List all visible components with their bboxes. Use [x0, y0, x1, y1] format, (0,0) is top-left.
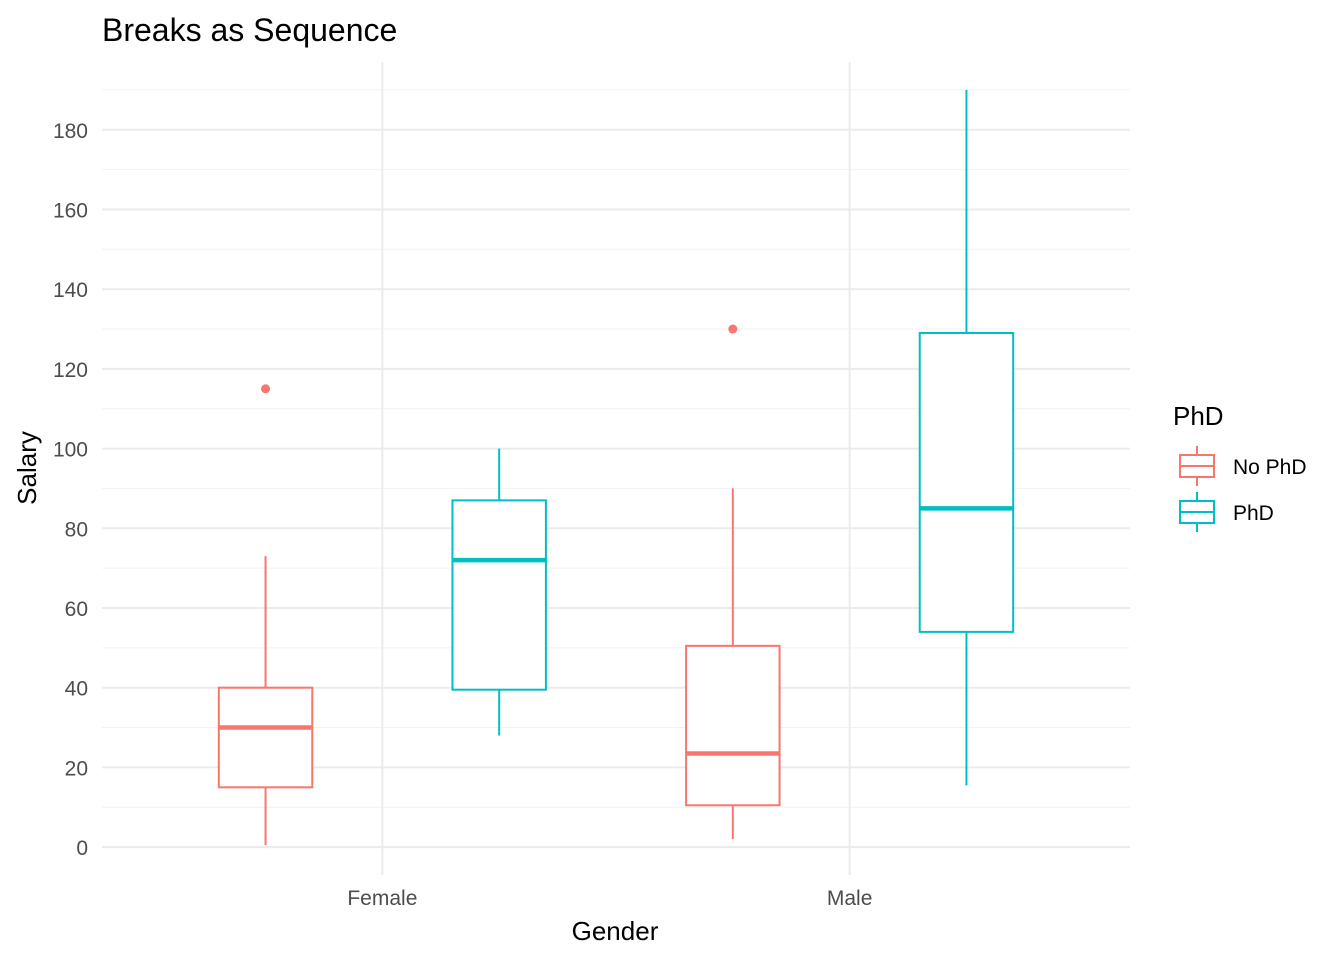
y-tick-label: 180: [53, 120, 88, 143]
y-tick-label: 80: [65, 518, 88, 541]
x-tick-label: Male: [827, 887, 873, 910]
box-no-phd-female: [217, 384, 314, 846]
x-axis-title: Gender: [572, 916, 659, 946]
y-tick-label: 40: [65, 678, 88, 701]
box-iqr: [217, 686, 314, 789]
legend: PhD No PhD PhD: [1173, 401, 1307, 532]
box-phd-male: [918, 89, 1015, 786]
y-tick-label: 0: [76, 837, 88, 860]
outlier-point: [728, 324, 738, 334]
legend-label: PhD: [1233, 502, 1274, 525]
box-iqr: [451, 499, 547, 691]
box-iqr: [918, 332, 1015, 633]
y-axis-title: Salary: [12, 431, 42, 505]
y-tick-label: 120: [53, 359, 88, 382]
box-phd-female: [451, 448, 547, 736]
y-tick-label: 20: [65, 757, 88, 780]
y-axis-ticks: 0 20 40 60 80 100 120 140 160 180: [53, 120, 88, 860]
chart-title: Breaks as Sequence: [102, 12, 397, 48]
x-tick-label: Female: [347, 887, 417, 910]
x-axis-ticks: Female Male: [347, 887, 872, 910]
legend-item-phd: PhD: [1179, 492, 1274, 532]
box-no-phd-male: [685, 324, 781, 840]
y-tick-label: 160: [53, 199, 88, 222]
legend-item-no-phd: No PhD: [1179, 446, 1307, 486]
legend-title: PhD: [1173, 401, 1224, 431]
y-tick-label: 140: [53, 279, 88, 302]
boxplot-series: [217, 89, 1015, 846]
y-tick-label: 100: [53, 439, 88, 462]
outlier-point: [261, 384, 271, 394]
legend-label: No PhD: [1233, 456, 1307, 479]
box-iqr: [685, 644, 781, 807]
y-tick-label: 60: [65, 598, 88, 621]
